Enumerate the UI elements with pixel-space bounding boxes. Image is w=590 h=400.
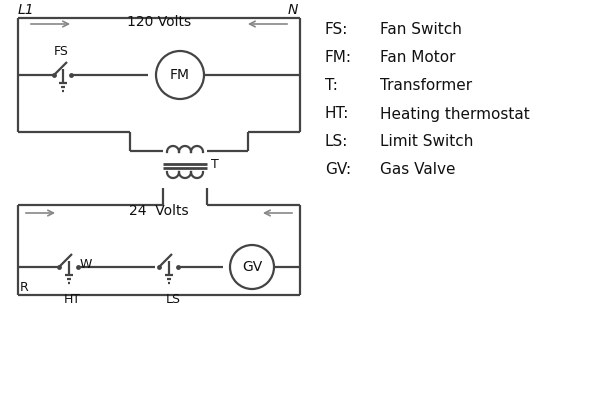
Text: HT:: HT:: [325, 106, 349, 122]
Text: FM: FM: [170, 68, 190, 82]
Text: LS: LS: [166, 293, 181, 306]
Text: R: R: [20, 281, 29, 294]
Text: W: W: [80, 258, 93, 272]
Text: Limit Switch: Limit Switch: [380, 134, 473, 150]
Text: HT: HT: [64, 293, 81, 306]
Text: Fan Switch: Fan Switch: [380, 22, 462, 38]
Text: FM:: FM:: [325, 50, 352, 66]
Text: Transformer: Transformer: [380, 78, 472, 94]
Text: L1: L1: [18, 3, 35, 17]
Text: LS:: LS:: [325, 134, 348, 150]
Text: 120 Volts: 120 Volts: [127, 15, 191, 29]
Text: T: T: [211, 158, 219, 172]
Text: FS:: FS:: [325, 22, 348, 38]
Text: Fan Motor: Fan Motor: [380, 50, 455, 66]
Text: Heating thermostat: Heating thermostat: [380, 106, 530, 122]
Text: GV: GV: [242, 260, 262, 274]
Text: Gas Valve: Gas Valve: [380, 162, 455, 178]
Text: FS: FS: [54, 45, 69, 58]
Text: N: N: [288, 3, 298, 17]
Text: T:: T:: [325, 78, 338, 94]
Text: 24  Volts: 24 Volts: [129, 204, 189, 218]
Text: GV:: GV:: [325, 162, 351, 178]
